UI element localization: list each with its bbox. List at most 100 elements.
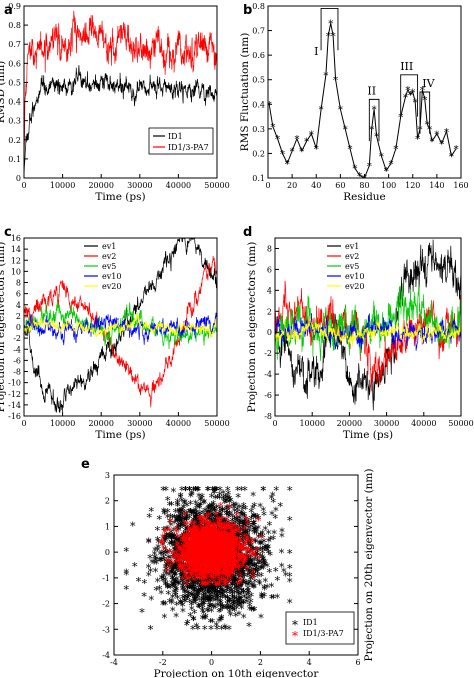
- scatter-point-ID1: *: [221, 560, 227, 573]
- scatter-point-ID1: *: [195, 565, 201, 578]
- scatter-point-ID1: *: [246, 554, 252, 567]
- scatter-point-ID1/3-PA7: *: [159, 537, 165, 550]
- scatter-point-ID1: *: [224, 529, 230, 542]
- scatter-point-ID1: *: [186, 577, 192, 590]
- scatter-point-ID1/3-PA7: *: [258, 533, 264, 546]
- scatter-point-ID1: *: [229, 527, 235, 540]
- y-tick-label: 0.3: [8, 117, 21, 126]
- scatter-point-ID1: *: [249, 605, 255, 618]
- scatter-point-ID1: *: [232, 579, 238, 592]
- scatter-point-ID1: *: [233, 578, 239, 591]
- scatter-point-ID1: *: [196, 549, 202, 562]
- scatter-point-ID1: *: [223, 567, 229, 580]
- scatter-point-ID1: *: [202, 497, 208, 510]
- scatter-point-ID1: *: [187, 611, 193, 624]
- scatter-point-ID1: *: [182, 522, 188, 535]
- scatter-point-ID1: *: [235, 526, 241, 539]
- scatter-point-ID1: *: [192, 592, 198, 605]
- scatter-point-ID1: *: [229, 580, 235, 593]
- scatter-point-ID1: *: [231, 569, 237, 582]
- scatter-point-ID1: *: [201, 591, 207, 604]
- scatter-point-ID1: *: [215, 576, 221, 589]
- scatter-point-ID1: *: [207, 523, 213, 536]
- scatter-point-ID1/3-PA7: *: [198, 568, 204, 581]
- scatter-point-ID1: *: [181, 531, 187, 544]
- scatter-point-ID1: *: [208, 553, 214, 566]
- scatter-point-ID1: *: [213, 572, 219, 585]
- scatter-point-ID1/3-PA7: *: [224, 540, 230, 553]
- x-tick-label: 0: [21, 419, 26, 428]
- peak-bracket: [419, 91, 431, 134]
- scatter-point-ID1: *: [224, 529, 230, 542]
- scatter-point-ID1: *: [175, 551, 181, 564]
- scatter-point-ID1: *: [231, 501, 237, 514]
- scatter-point-ID1: *: [195, 564, 201, 577]
- legend-label: ev5: [102, 262, 116, 271]
- scatter-point-ID1: *: [174, 558, 180, 571]
- scatter-point-ID1: *: [263, 544, 269, 557]
- scatter-point-ID1: *: [205, 581, 211, 594]
- scatter-point-ID1: *: [188, 599, 194, 612]
- scatter-point-ID1: *: [204, 561, 210, 574]
- scatter-point-ID1: *: [164, 530, 170, 543]
- scatter-point-ID1: *: [200, 523, 206, 536]
- scatter-point-ID1: *: [264, 561, 270, 574]
- scatter-point-ID1: *: [179, 559, 185, 572]
- scatter-point-ID1: *: [184, 515, 190, 528]
- scatter-point-ID1: *: [214, 551, 220, 564]
- scatter-point-ID1: *: [220, 555, 226, 568]
- scatter-point-ID1: *: [247, 540, 253, 553]
- scatter-point-ID1: *: [223, 573, 229, 586]
- data-point-b-47: *: [449, 152, 454, 163]
- scatter-point-ID1: *: [242, 559, 248, 572]
- scatter-point-ID1: *: [235, 545, 241, 558]
- scatter-point-ID1: *: [220, 528, 226, 541]
- scatter-point-ID1: *: [221, 540, 227, 553]
- x-tick-label: 10000: [50, 181, 75, 190]
- scatter-point-ID1: *: [219, 533, 225, 546]
- scatter-point-ID1: *: [194, 621, 200, 634]
- scatter-point-ID1: *: [204, 554, 210, 567]
- scatter-point-ID1: *: [196, 547, 202, 560]
- legend-label: ev10: [345, 272, 364, 281]
- scatter-point-ID1: *: [182, 538, 188, 551]
- scatter-point-ID1: *: [189, 488, 195, 501]
- panel-letter-d: d: [243, 225, 252, 240]
- scatter-point-ID1: *: [244, 548, 250, 561]
- y-tick-label: 6: [16, 290, 21, 299]
- scatter-point-ID1: *: [187, 582, 193, 595]
- scatter-point-ID1: *: [231, 553, 237, 566]
- scatter-point-ID1: *: [209, 560, 215, 573]
- scatter-point-ID1: *: [173, 577, 179, 590]
- scatter-point-ID1: *: [218, 577, 224, 590]
- scatter-point-ID1: *: [192, 532, 198, 545]
- scatter-point-ID1: *: [211, 556, 217, 569]
- scatter-point-ID1: *: [206, 580, 212, 593]
- scatter-point-ID1: *: [240, 552, 246, 565]
- x-tick-label: 140: [429, 181, 444, 190]
- scatter-point-ID1: *: [233, 546, 239, 559]
- scatter-point-ID1: *: [239, 570, 245, 583]
- scatter-point-ID1: *: [195, 516, 201, 529]
- scatter-point-ID1/3-PA7: *: [165, 566, 171, 579]
- scatter-point-ID1: *: [233, 559, 239, 572]
- scatter-point-ID1: *: [217, 538, 223, 551]
- scatter-point-ID1: *: [219, 532, 225, 545]
- scatter-point-ID1: *: [209, 583, 215, 596]
- y-tick-label: 0.4: [252, 100, 265, 109]
- scatter-point-ID1: *: [139, 607, 145, 620]
- scatter-point-ID1: *: [225, 565, 231, 578]
- scatter-point-ID1: *: [204, 581, 210, 594]
- scatter-point-ID1/3-PA7: *: [212, 520, 218, 533]
- scatter-point-ID1: *: [205, 555, 211, 568]
- scatter-point-ID1: *: [231, 576, 237, 589]
- scatter-point-ID1: *: [196, 491, 202, 504]
- scatter-point-ID1: *: [241, 517, 247, 530]
- legend-label: ID1/3-PA7: [168, 143, 209, 152]
- scatter-point-ID1: *: [198, 536, 204, 549]
- scatter-point-ID1: *: [186, 556, 192, 569]
- x-tick-label: 120: [405, 181, 420, 190]
- scatter-point-ID1: *: [261, 510, 267, 523]
- scatter-point-ID1: *: [234, 547, 240, 560]
- scatter-point-ID1: *: [237, 516, 243, 529]
